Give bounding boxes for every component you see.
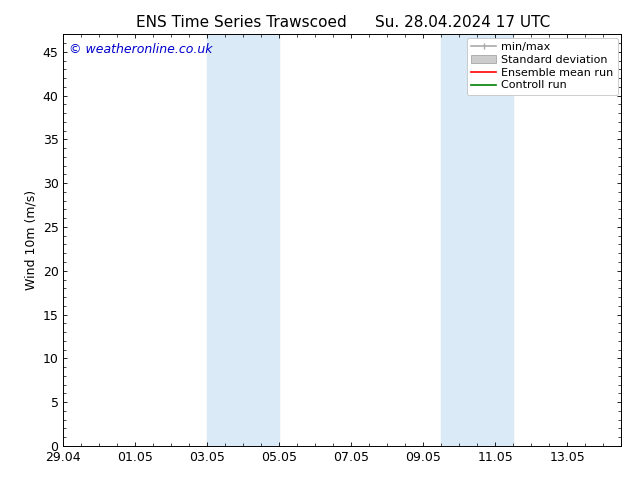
Bar xyxy=(441,34,514,446)
Bar xyxy=(207,34,280,446)
Text: ENS Time Series Trawscoed: ENS Time Series Trawscoed xyxy=(136,15,346,30)
Text: © weatheronline.co.uk: © weatheronline.co.uk xyxy=(69,43,212,55)
Y-axis label: Wind 10m (m/s): Wind 10m (m/s) xyxy=(24,190,37,290)
Text: Su. 28.04.2024 17 UTC: Su. 28.04.2024 17 UTC xyxy=(375,15,550,30)
Legend: min/max, Standard deviation, Ensemble mean run, Controll run: min/max, Standard deviation, Ensemble me… xyxy=(467,38,618,95)
